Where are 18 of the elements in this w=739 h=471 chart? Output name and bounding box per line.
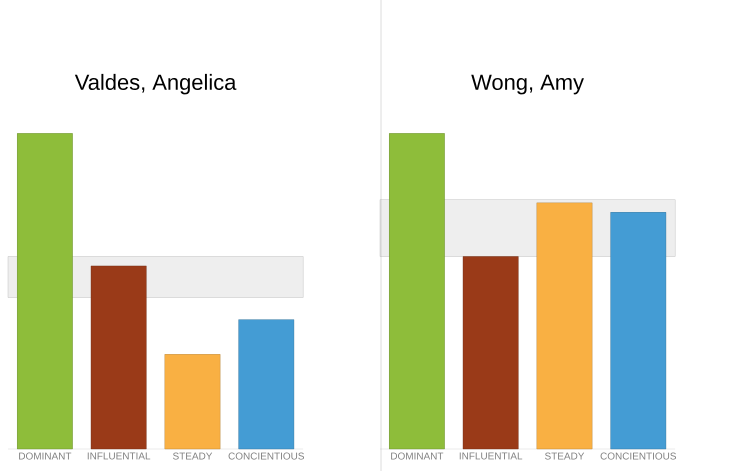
bar [536, 202, 592, 450]
x-tick-label: INFLUENTIAL [460, 452, 522, 460]
x-tick-label: INFLUENTIAL [88, 452, 150, 460]
bar [164, 354, 220, 450]
bar [17, 133, 73, 450]
chart-title: Valdes, Angelica [74, 74, 236, 94]
bar [238, 319, 294, 450]
x-tick-label: DOMINANT [19, 452, 72, 460]
bar [462, 256, 519, 450]
x-tick-label: STEADY [173, 452, 212, 460]
x-tick-label: STEADY [545, 452, 584, 460]
bar [90, 266, 147, 450]
bar [610, 212, 666, 450]
x-tick-label: CONCIENTIOUS [600, 452, 676, 460]
bar [389, 133, 445, 450]
x-tick-label: CONCIENTIOUS [228, 452, 304, 460]
x-tick-label: DOMINANT [391, 452, 444, 460]
chart-title: Wong, Amy [471, 74, 584, 94]
